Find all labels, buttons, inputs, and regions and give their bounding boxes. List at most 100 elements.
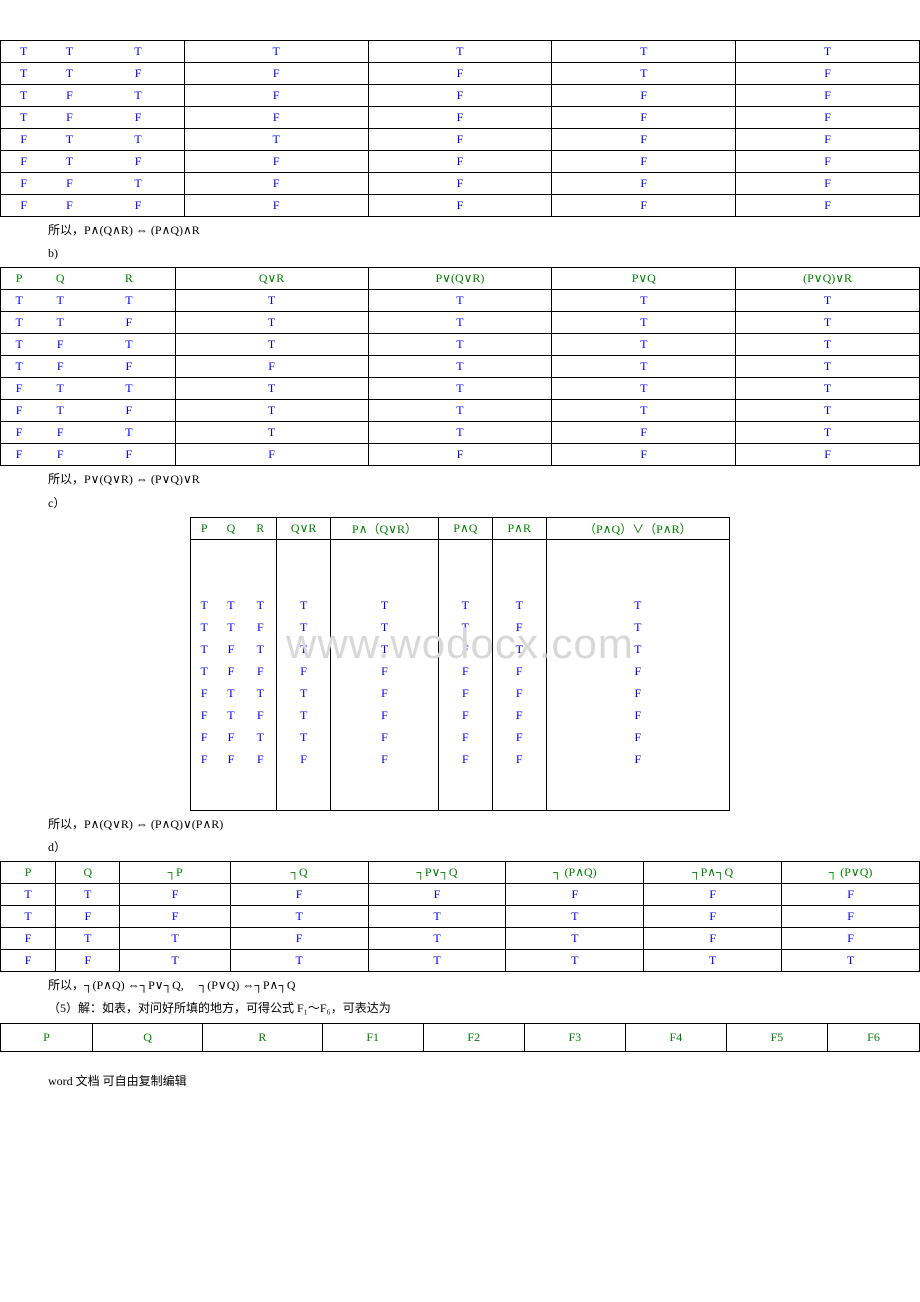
conclusion-d: 所以，┐(P∧Q) ⇔┐P∨┐Q, ┐(P∨Q) ⇔┐P∧┐Q xyxy=(0,976,920,995)
table-header: ┐ (P∨Q) xyxy=(782,862,920,884)
table-cell: T xyxy=(736,356,920,378)
table-cell: T xyxy=(546,594,729,616)
table-header: Q xyxy=(92,1023,202,1051)
spacer-cell xyxy=(546,770,729,810)
table-cell: T xyxy=(1,334,38,356)
table-cell: T xyxy=(368,906,506,928)
table-cell: T xyxy=(120,928,230,950)
table-cell: T xyxy=(1,290,38,312)
table-cell: F xyxy=(244,704,276,726)
table-cell: F xyxy=(191,748,218,770)
table-cell: F xyxy=(736,129,920,151)
table-cell: T xyxy=(331,594,439,616)
table-cell: F xyxy=(368,173,552,195)
table-header: P∧（Q∨R） xyxy=(331,517,439,539)
table-cell: T xyxy=(492,594,546,616)
table-cell: F xyxy=(644,906,782,928)
table-cell: T xyxy=(191,638,218,660)
table-header: P xyxy=(191,517,218,539)
table-cell: F xyxy=(552,444,736,466)
table-c: PQRQ∨RP∧（Q∨R）P∧QP∧R（P∧Q）∨（P∧R） TTTTTTTTT… xyxy=(190,517,730,811)
table-cell: F xyxy=(368,195,552,217)
table-cell: T xyxy=(368,422,552,444)
spacer-cell xyxy=(217,770,244,810)
table-cell: F xyxy=(552,107,736,129)
table-cell: F xyxy=(191,704,218,726)
table-cell: T xyxy=(217,594,244,616)
table-cell: F xyxy=(492,748,546,770)
table-cell: T xyxy=(244,726,276,748)
table-cell: T xyxy=(1,312,38,334)
spacer-cell xyxy=(277,770,331,810)
table-cell: T xyxy=(184,41,368,63)
table-cell: T xyxy=(552,63,736,85)
table-cell: T xyxy=(175,312,368,334)
table-cell: F xyxy=(368,129,552,151)
table-cell: T xyxy=(368,312,552,334)
table-cell: T xyxy=(83,290,175,312)
spacer-cell xyxy=(191,770,218,810)
table-cell: F xyxy=(230,928,368,950)
table-cell: T xyxy=(46,41,92,63)
table-header: P xyxy=(1,1023,93,1051)
spacer-cell xyxy=(331,770,439,810)
table-cell: T xyxy=(277,726,331,748)
table-header: P xyxy=(1,268,38,290)
table-cell: F xyxy=(1,950,56,972)
table-cell: T xyxy=(644,950,782,972)
table-cell: F xyxy=(1,129,47,151)
table-cell: T xyxy=(552,334,736,356)
table-cell: T xyxy=(438,594,492,616)
spacer-cell xyxy=(438,770,492,810)
table-header: P∨(Q∨R) xyxy=(368,268,552,290)
table-header: R xyxy=(83,268,175,290)
table-cell: T xyxy=(368,41,552,63)
table-cell: F xyxy=(546,726,729,748)
table-cell: F xyxy=(492,660,546,682)
table-cell: T xyxy=(552,41,736,63)
table-cell: F xyxy=(552,129,736,151)
conclusion-a: 所以，P∧(Q∧R) ⇔ (P∧Q)∧R xyxy=(0,221,920,240)
table-header: F4 xyxy=(625,1023,726,1051)
table-cell: F xyxy=(230,884,368,906)
table-cell: T xyxy=(37,400,83,422)
table-cell: F xyxy=(184,85,368,107)
table-cell: F xyxy=(552,151,736,173)
table-cell: T xyxy=(277,616,331,638)
table-header: ┐P∧┐Q xyxy=(644,862,782,884)
table-cell: T xyxy=(368,356,552,378)
spacer-cell xyxy=(244,770,276,810)
table-cell: F xyxy=(782,906,920,928)
table-cell: T xyxy=(736,312,920,334)
table-cell: F xyxy=(736,107,920,129)
table-header: ┐P∨┐Q xyxy=(368,862,506,884)
table-cell: T xyxy=(56,928,120,950)
table-cell: F xyxy=(46,195,92,217)
table-header: (P∨Q)∨R xyxy=(736,268,920,290)
spacer-cell xyxy=(492,770,546,810)
table-cell: F xyxy=(92,151,184,173)
table-cell: F xyxy=(331,704,439,726)
table-cell: F xyxy=(191,682,218,704)
table-header: F3 xyxy=(524,1023,625,1051)
table-cell: F xyxy=(92,63,184,85)
table-cell: T xyxy=(244,682,276,704)
table-cell: T xyxy=(92,129,184,151)
table-cell: F xyxy=(644,884,782,906)
table-cell: T xyxy=(175,422,368,444)
table-cell: F xyxy=(492,682,546,704)
table-cell: F xyxy=(277,660,331,682)
table-cell: T xyxy=(92,173,184,195)
table-header: F1 xyxy=(322,1023,423,1051)
table-cell: F xyxy=(244,660,276,682)
table-cell: F xyxy=(175,356,368,378)
table-cell: F xyxy=(492,726,546,748)
table-cell: F xyxy=(1,195,47,217)
table-cell: F xyxy=(506,884,644,906)
table-cell: T xyxy=(1,41,47,63)
table-cell: F xyxy=(83,444,175,466)
table-cell: F xyxy=(175,444,368,466)
table-cell: F xyxy=(438,638,492,660)
table-cell: T xyxy=(331,638,439,660)
table-cell: F xyxy=(217,748,244,770)
